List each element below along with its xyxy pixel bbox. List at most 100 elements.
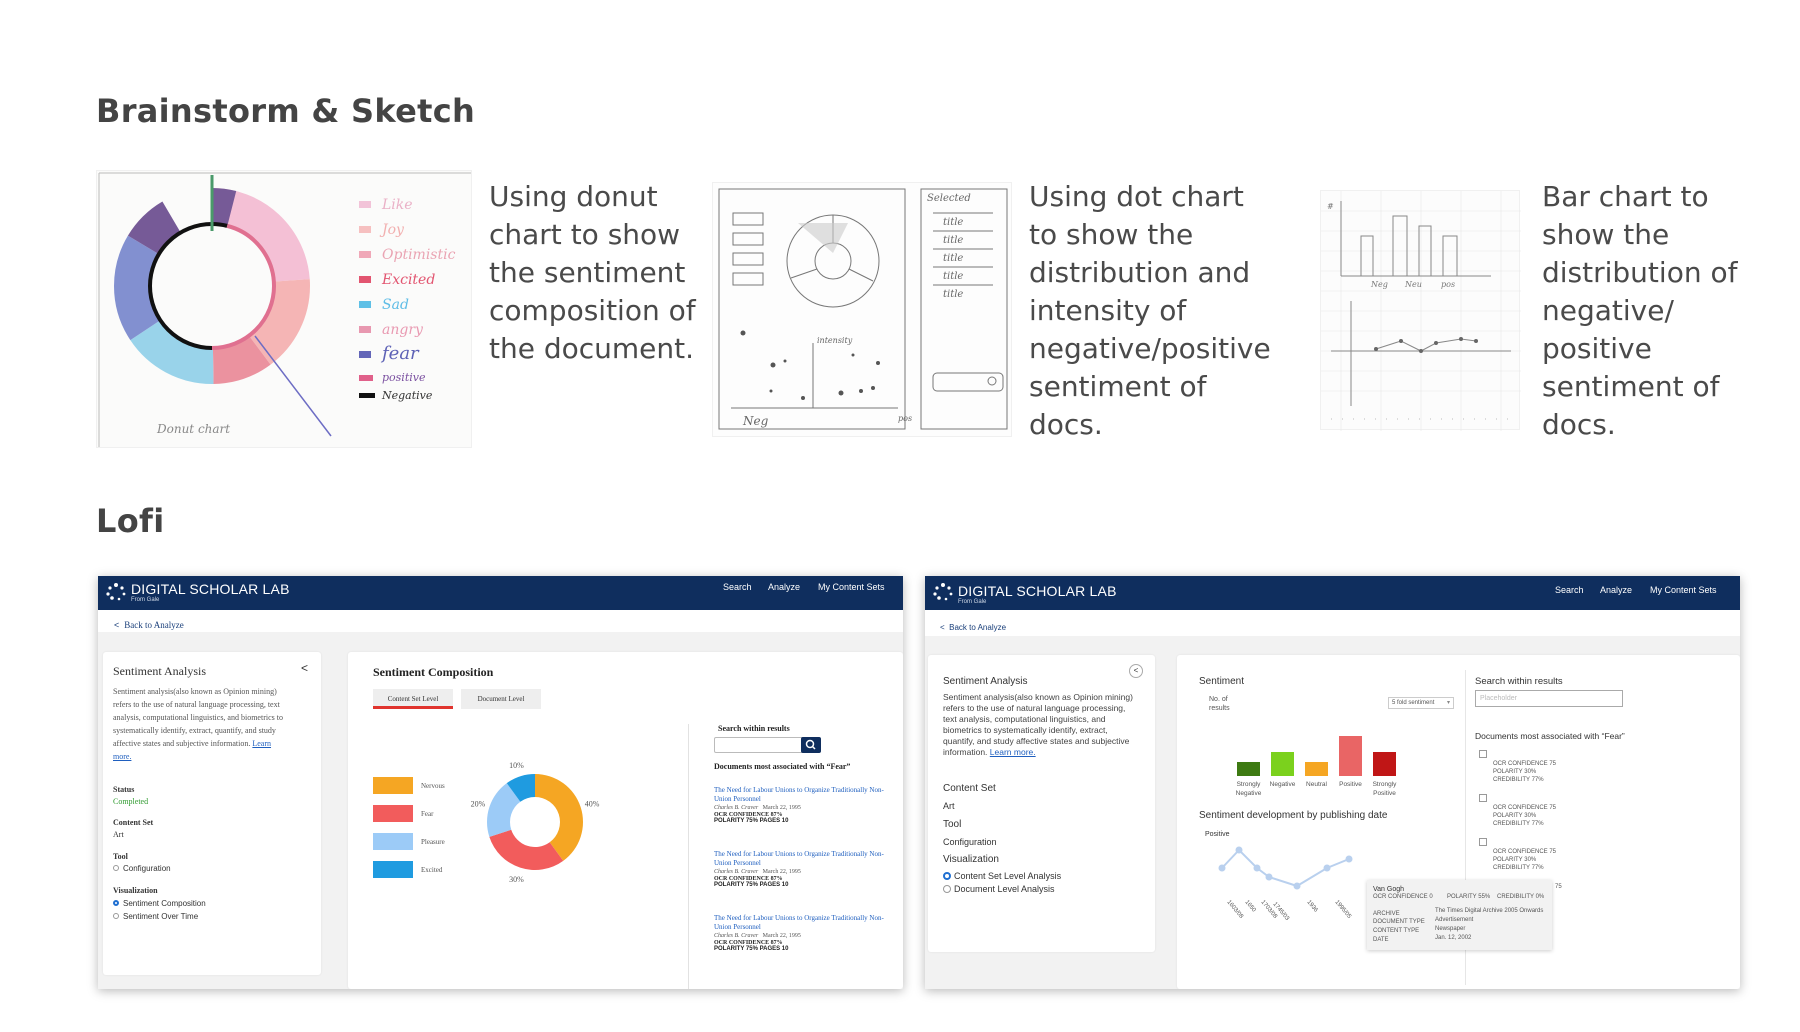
doc-item[interactable]: OCR CONFIDENCE 75 POLARITY 30% CREDIBILITY… [1479,750,1556,783]
radio-icon [943,885,951,893]
donut-value-label: 10% [509,761,524,770]
legend-excited: Excited [381,272,435,288]
back-link[interactable]: < Back to Analyze [940,623,1006,632]
doc-checkbox[interactable] [1479,750,1487,758]
content-set-label: Content Set [113,818,154,827]
tooltip-archive-label: ARCHIVE [1373,911,1400,917]
tool-config-option[interactable]: Configuration [113,864,171,873]
collapse-icon[interactable]: < [301,661,309,675]
nav-my-content-sets[interactable]: My Content Sets [818,582,885,592]
legend-label-excited: Excited [421,866,443,874]
viz-option-composition[interactable]: Sentiment Composition [113,899,206,908]
nav-search[interactable]: Search [723,582,752,592]
line-point[interactable] [1265,873,1273,881]
legend-swatch-pleasure [373,833,413,850]
doc-credibility: CREDIBILITY 77% [1493,777,1544,783]
sentiment-select[interactable]: 5 fold sentiment ▾ [1388,697,1454,709]
data-tooltip: Van Gogh OCR CONFIDENCE 0 POLARITY 55% C… [1367,880,1552,950]
radio-selected-icon [943,872,951,880]
dot-list-item-1: title [943,217,963,228]
doc-item[interactable]: The Need for Labour Unions to Organize T… [714,786,884,824]
doc-item[interactable]: OCR CONFIDENCE 75 POLARITY 30% CREDIBILITY… [1479,794,1556,827]
doc-item[interactable]: The Need for Labour Unions to Organize T… [714,914,884,952]
doc-ocr: OCR CONFIDENCE 87% [714,876,783,882]
doc-byline: Charles B. Craver March 22, 1995 [714,933,884,939]
sidebar-title: Sentiment Analysis [113,664,206,678]
dot-sketch-drawing: Selected title title title title title N… [718,188,1008,430]
doc-title-link[interactable]: The Need for Labour Unions to Organize T… [714,850,884,867]
donut-chart: 40% 30% 20% 10% [471,761,600,884]
nav-my-content-sets[interactable]: My Content Sets [1650,585,1717,595]
search-button[interactable] [801,737,821,753]
bar-negative[interactable] [1271,752,1294,776]
doc-item[interactable]: OCR CONFIDENCE 75 POLARITY 30% CREDIBILITY… [1479,838,1556,871]
bar-strongly-negative[interactable] [1237,762,1260,776]
doc-author: Charles B. Craver [714,869,759,875]
line-x-label: 1650 [1243,899,1257,914]
dot-list-item-2: title [943,235,963,246]
nav-analyze[interactable]: Analyze [1600,585,1633,595]
nav-analyze[interactable]: Analyze [768,582,801,592]
donut-slice-excited [506,774,535,802]
line-point[interactable] [1235,846,1243,854]
doc-polarity: POLARITY 75% PAGES 10 [714,818,789,824]
bar-sketch-drawing: # Neg Neu pos [1321,191,1521,431]
doc-title-link[interactable]: The Need for Labour Unions to Organize T… [714,786,884,803]
viz-option-document[interactable]: Document Level Analysis [943,884,1055,894]
donut-chart-label: Donut chart [156,422,230,436]
donut-slice-pleasure [487,783,521,837]
divider [688,724,689,989]
donut-slice-nervous [535,774,583,861]
bar-axis-pos: pos [1441,280,1455,289]
collapse-icon[interactable]: < [1129,664,1143,678]
viz-option-content-set[interactable]: Content Set Level Analysis [943,871,1061,881]
learn-more-link[interactable]: Learn more. [989,747,1036,757]
doc-title-link[interactable]: The Need for Labour Unions to Organize T… [714,914,884,931]
learn-more-link[interactable]: Learn more. [113,739,272,761]
doc-checkbox[interactable] [1479,794,1487,802]
doc-ocr: OCR CONFIDENCE 75 [1493,805,1557,811]
doc-checkbox[interactable] [1479,838,1487,846]
dot-sketch: Selected title title title title title N… [712,182,1012,437]
legend-swatch-nervous [373,777,413,794]
search-input[interactable] [714,737,804,753]
viz-option-over-time[interactable]: Sentiment Over Time [113,912,198,921]
legend-label-fear: Fear [421,810,434,818]
top-navbar: DIGITAL SCHOLAR LAB From Gale Search Ana… [98,576,903,610]
nav-search[interactable]: Search [1555,585,1584,595]
back-link[interactable]: < Back to Analyze [114,620,184,630]
bar-neutral[interactable] [1305,762,1328,776]
legend-negative: Negative [381,389,433,402]
bar-axis-neg: Neg [1370,280,1388,289]
doc-item[interactable]: The Need for Labour Unions to Organize T… [714,850,884,888]
line-point[interactable] [1323,864,1331,872]
doc-meta-partial: 75 [1555,884,1562,890]
sidebar-description: Sentiment analysis(also known as Opinion… [943,692,1138,758]
doc-polarity: POLARITY 30% [1493,857,1537,863]
search-label: Search within results [1475,676,1563,687]
line-point[interactable] [1345,855,1353,863]
doc-polarity: POLARITY 30% [1493,813,1537,819]
line-point[interactable] [1293,882,1301,890]
bar-positive[interactable] [1339,736,1362,776]
doc-meta: OCR CONFIDENCE 75 POLARITY 30% CREDIBILITY… [1493,760,1556,784]
doc-meta: OCR CONFIDENCE 75 POLARITY 30% CREDIBILITY… [1493,848,1556,872]
donut-sketch-drawing: Like Joy Optimistic Excited Sad angry fe… [98,172,471,447]
search-input[interactable]: Placeholder [1475,690,1623,707]
chevron-left-icon: < [114,620,125,630]
tab-document-level[interactable]: Document Level [461,689,541,709]
dot-list-selected: Selected [927,193,971,204]
tooltip-credibility: CREDIBILITY 0% [1497,894,1545,900]
bar-strongly-positive[interactable] [1373,752,1396,776]
line-point[interactable] [1253,864,1261,872]
sidebar-panel: Sentiment Analysis < Sentiment analysis(… [928,655,1155,952]
donut-caption: Using donut chart to show the sentiment … [489,180,696,365]
line-x-label: 1995/05 [1333,899,1352,920]
dot-axis-neg: Neg [742,414,769,428]
doc-ocr: OCR CONFIDENCE 75 [1493,761,1557,767]
doc-author: Charles B. Craver [714,933,759,939]
dot-list-item-4: title [943,271,963,282]
tab-content-set-level[interactable]: Content Set Level [373,689,453,709]
line-point[interactable] [1218,864,1226,872]
